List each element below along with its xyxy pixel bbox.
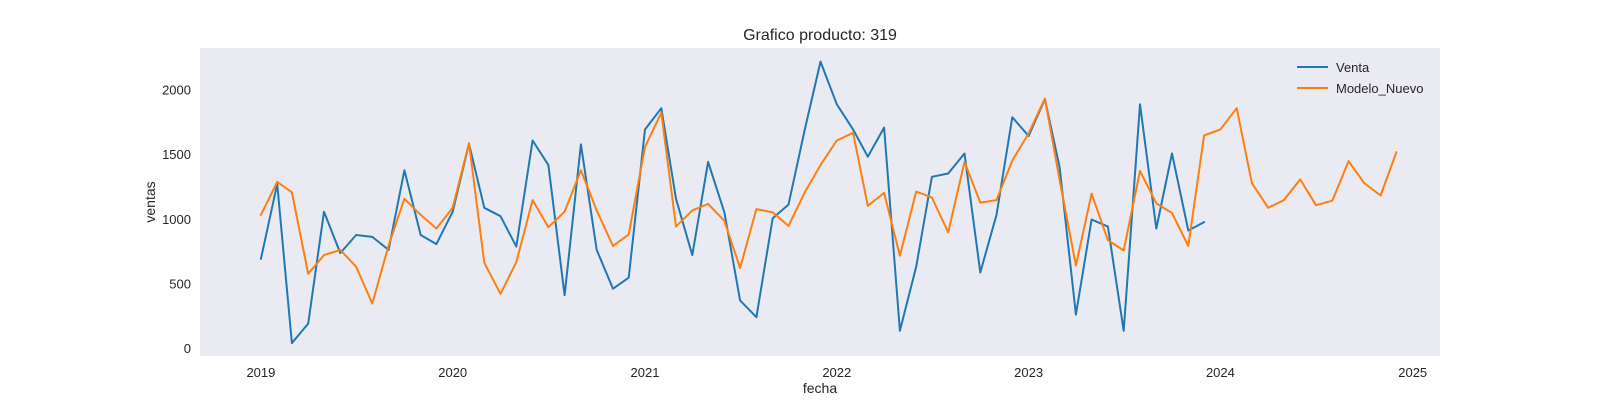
- y-tick-label: 500: [169, 277, 191, 292]
- x-axis-ticks: 2019 2020 2021 2022 2023 2024 2025: [246, 365, 1427, 380]
- y-tick-label: 1000: [162, 212, 191, 227]
- series-line-modelo-nuevo: [259, 97, 1398, 305]
- x-tick-label: 2022: [822, 365, 851, 380]
- chart-title: Grafico producto: 319: [743, 27, 897, 44]
- series-layer: [259, 60, 1398, 345]
- y-axis-ticks: 0 500 1000 1500 2000: [162, 82, 191, 356]
- y-axis-label: ventas: [142, 181, 158, 222]
- legend: Venta Modelo_Nuevo: [1297, 60, 1423, 96]
- y-tick-label: 1500: [162, 147, 191, 162]
- x-tick-label: 2019: [246, 365, 275, 380]
- x-axis-label: fecha: [803, 380, 837, 396]
- y-tick-label: 2000: [162, 82, 191, 97]
- x-tick-label: 2024: [1206, 365, 1235, 380]
- x-tick-label: 2025: [1398, 365, 1427, 380]
- y-tick-label: 0: [184, 341, 191, 356]
- legend-label-venta: Venta: [1336, 60, 1370, 75]
- x-tick-label: 2021: [631, 365, 660, 380]
- x-tick-label: 2023: [1014, 365, 1043, 380]
- plot-area: [200, 48, 1440, 356]
- legend-label-modelo-nuevo: Modelo_Nuevo: [1336, 81, 1423, 96]
- x-tick-label: 2020: [438, 365, 467, 380]
